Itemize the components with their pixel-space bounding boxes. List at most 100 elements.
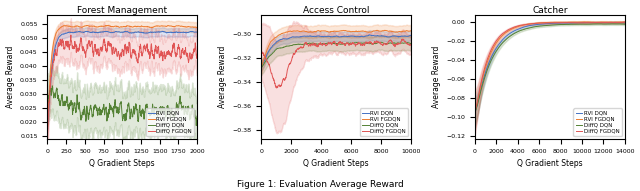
DiffQ FGDQN [562, 21, 570, 24]
RVI FGDQN [193, 27, 201, 29]
Legend: RVI DQN, RVI FGDQN, DiffQ DQN, DiffQ FGDQN: RVI DQN, RVI FGDQN, DiffQ DQN, DiffQ FGD… [360, 108, 408, 136]
RVI FGDQN [157, 25, 165, 27]
Line: RVI DQN: RVI DQN [47, 31, 197, 124]
DiffQ FGDQN [399, 38, 406, 40]
DiffQ FGDQN [273, 87, 280, 89]
Line: DiffQ FGDQN: DiffQ FGDQN [47, 35, 197, 141]
RVI FGDQN [134, 25, 142, 27]
DiffQ DQN [481, 78, 488, 80]
DiffQ FGDQN [558, 21, 566, 24]
RVI FGDQN [44, 120, 51, 122]
RVI FGDQN [562, 21, 570, 23]
Line: RVI FGDQN: RVI FGDQN [475, 22, 625, 111]
DiffQ DQN [173, 102, 180, 104]
DiffQ FGDQN [134, 54, 142, 56]
RVI DQN [193, 31, 201, 33]
RVI FGDQN [373, 29, 381, 32]
DiffQ DQN [257, 66, 265, 69]
DiffQ DQN [607, 23, 614, 25]
DiffQ FGDQN [193, 53, 201, 55]
RVI FGDQN [558, 21, 566, 23]
Y-axis label: Average Reward: Average Reward [432, 46, 441, 108]
DiffQ DQN [49, 85, 56, 87]
Line: DiffQ DQN: DiffQ DQN [47, 86, 197, 126]
DiffQ DQN [44, 100, 51, 102]
X-axis label: Q Gradient Steps: Q Gradient Steps [90, 159, 155, 168]
DiffQ DQN [407, 42, 415, 45]
DiffQ FGDQN [44, 140, 51, 142]
DiffQ DQN [193, 115, 201, 117]
RVI FGDQN [267, 41, 275, 44]
RVI FGDQN [83, 24, 91, 27]
RVI DQN [134, 31, 142, 33]
DiffQ FGDQN [566, 21, 574, 24]
DiffQ DQN [600, 23, 608, 25]
RVI DQN [481, 75, 488, 78]
Line: RVI FGDQN: RVI FGDQN [47, 25, 197, 121]
RVI DQN [558, 22, 566, 24]
RVI DQN [407, 34, 415, 36]
Y-axis label: Average Reward: Average Reward [6, 46, 15, 108]
DiffQ FGDQN [353, 43, 360, 45]
DiffQ DQN [566, 23, 574, 25]
RVI DQN [348, 35, 356, 37]
DiffQ DQN [371, 42, 379, 45]
DiffQ DQN [53, 88, 61, 91]
Line: RVI FGDQN: RVI FGDQN [261, 30, 411, 67]
Y-axis label: Average Reward: Average Reward [218, 46, 227, 108]
RVI FGDQN [580, 21, 588, 23]
DiffQ DQN [267, 54, 275, 57]
RVI DQN [366, 34, 374, 36]
DiffQ FGDQN [267, 69, 275, 71]
RVI FGDQN [471, 110, 479, 112]
RVI DQN [616, 21, 624, 23]
DiffQ FGDQN [471, 110, 479, 112]
DiffQ DQN [621, 23, 628, 25]
DiffQ FGDQN [407, 44, 415, 46]
DiffQ DQN [562, 23, 570, 26]
RVI DQN [562, 22, 570, 24]
DiffQ DQN [157, 112, 165, 115]
RVI DQN [157, 31, 165, 33]
DiffQ FGDQN [131, 51, 138, 54]
DiffQ FGDQN [52, 53, 60, 56]
RVI FGDQN [566, 21, 574, 23]
DiffQ DQN [377, 41, 385, 43]
DiffQ FGDQN [585, 21, 593, 24]
Line: DiffQ FGDQN: DiffQ FGDQN [475, 22, 625, 111]
RVI DQN [585, 21, 593, 24]
RVI DQN [52, 41, 60, 44]
RVI FGDQN [387, 30, 394, 32]
RVI DQN [353, 36, 360, 38]
Line: DiffQ FGDQN: DiffQ FGDQN [261, 39, 411, 88]
RVI DQN [566, 22, 574, 24]
RVI DQN [139, 32, 147, 34]
DiffQ FGDQN [600, 21, 608, 24]
RVI FGDQN [348, 30, 356, 33]
RVI DQN [158, 30, 166, 32]
RVI DQN [173, 31, 180, 33]
Legend: RVI DQN, RVI FGDQN, DiffQ DQN, DiffQ FGDQN: RVI DQN, RVI FGDQN, DiffQ DQN, DiffQ FGD… [573, 108, 622, 136]
DiffQ DQN [353, 41, 360, 44]
DiffQ DQN [387, 42, 394, 44]
RVI DQN [471, 111, 479, 113]
RVI FGDQN [600, 21, 608, 23]
RVI FGDQN [52, 31, 60, 33]
RVI DQN [267, 47, 275, 50]
Line: DiffQ DQN: DiffQ DQN [261, 42, 411, 68]
RVI DQN [371, 35, 379, 37]
DiffQ FGDQN [344, 43, 352, 45]
DiffQ FGDQN [157, 50, 165, 52]
DiffQ DQN [348, 42, 356, 45]
Text: Figure 1: Evaluation Average Reward: Figure 1: Evaluation Average Reward [237, 180, 403, 189]
Title: Access Control: Access Control [303, 6, 369, 15]
DiffQ FGDQN [348, 42, 356, 44]
RVI FGDQN [173, 25, 180, 27]
Title: Catcher: Catcher [532, 6, 568, 15]
DiffQ FGDQN [257, 50, 265, 53]
RVI DQN [257, 64, 265, 67]
Title: Forest Management: Forest Management [77, 6, 168, 15]
Legend: RVI DQN, RVI FGDQN, DiffQ DQN, DiffQ FGDQN: RVI DQN, RVI FGDQN, DiffQ DQN, DiffQ FGD… [146, 108, 195, 136]
DiffQ DQN [139, 113, 147, 115]
DiffQ DQN [585, 23, 593, 25]
